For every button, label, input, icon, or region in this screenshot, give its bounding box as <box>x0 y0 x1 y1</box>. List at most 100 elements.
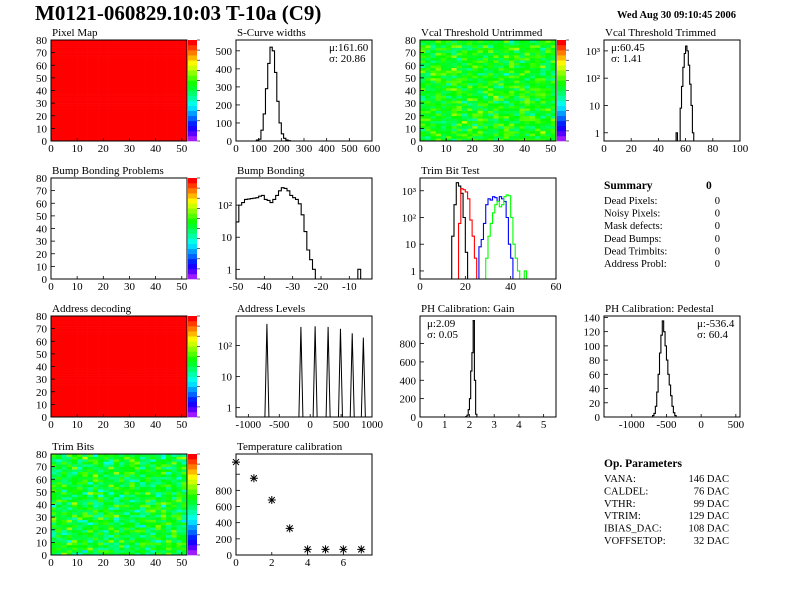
heatmap-cell <box>181 90 188 94</box>
heatmap-cell <box>108 491 115 495</box>
heatmap-cell <box>92 98 99 101</box>
heatmap-cell <box>103 537 109 541</box>
heatmap-cell <box>113 409 120 413</box>
heatmap-cell <box>467 110 473 114</box>
heatmap-cell <box>56 356 62 360</box>
heatmap-cell <box>66 358 73 362</box>
heatmap-cell <box>514 67 520 71</box>
heatmap-cell <box>176 62 183 66</box>
y-tick-label: 10² <box>218 341 233 353</box>
heatmap-cell <box>87 60 94 64</box>
heatmap-cell <box>71 42 78 46</box>
heatmap-cell <box>181 326 188 329</box>
heatmap-cell <box>467 62 473 66</box>
heatmap-cell <box>113 331 120 334</box>
heatmap-cell <box>139 70 146 74</box>
heatmap-cell <box>87 93 94 96</box>
heatmap-cell <box>134 486 141 490</box>
heatmap-cell <box>503 62 510 66</box>
heatmap-cell <box>119 133 125 137</box>
heatmap-cell <box>145 130 151 134</box>
heatmap-cell <box>145 356 151 360</box>
x-tick-label: 4 <box>516 419 522 431</box>
heatmap-cell <box>498 52 504 56</box>
x-tick-label: 20 <box>98 281 110 293</box>
heatmap-cell <box>540 115 546 119</box>
heatmap-cell <box>51 491 57 495</box>
color-bar-segment <box>188 188 197 194</box>
heatmap-cell <box>171 105 177 109</box>
heatmap-cell <box>134 499 141 503</box>
heatmap-cell <box>98 394 104 398</box>
heatmap-cell <box>181 120 188 124</box>
heatmap-cell <box>166 371 172 375</box>
heatmap-cell <box>145 464 151 467</box>
heatmap-cell <box>51 411 57 415</box>
heatmap-cell <box>446 55 452 58</box>
heatmap-cell <box>160 384 167 387</box>
heatmap-cell <box>134 542 141 546</box>
heatmap-cell <box>477 128 484 132</box>
heatmap-cell <box>160 479 167 483</box>
heatmap-cell <box>430 125 436 129</box>
color-bar-segment <box>557 105 566 111</box>
heatmap-cell <box>87 356 94 360</box>
heatmap-cell <box>129 98 135 101</box>
heatmap-cell <box>160 316 167 319</box>
heatmap-cell <box>71 348 78 352</box>
heatmap-cell <box>181 336 188 340</box>
heatmap-cell <box>56 522 62 525</box>
heatmap-cell <box>56 331 62 334</box>
heatmap-cell <box>98 371 104 375</box>
heatmap-cell <box>129 464 135 467</box>
heatmap-cell <box>134 103 141 106</box>
heatmap-cell <box>145 47 151 51</box>
heatmap-cell <box>524 138 531 142</box>
heatmap-cell <box>61 323 67 327</box>
heatmap-cell <box>71 135 78 139</box>
heatmap-cell <box>550 82 557 86</box>
heatmap-cell <box>51 507 57 510</box>
heatmap-cell <box>77 62 83 66</box>
heatmap-cell <box>171 537 177 541</box>
heatmap-cell <box>181 507 188 510</box>
heatmap-cell <box>71 316 78 319</box>
heatmap-cell <box>160 338 167 342</box>
heatmap-cell <box>176 371 183 375</box>
heatmap-cell <box>56 384 62 387</box>
heatmap-cell <box>124 47 130 51</box>
heatmap-cell <box>92 331 99 334</box>
heatmap-cell <box>119 406 125 410</box>
heatmap-cell <box>108 504 115 508</box>
heatmap-cell <box>82 113 88 117</box>
heatmap-cell <box>420 42 426 46</box>
heatmap-cell <box>129 80 135 84</box>
heatmap-cell <box>92 381 99 385</box>
heatmap-cell <box>545 100 552 104</box>
heatmap-cell <box>56 358 62 362</box>
heatmap-cell <box>82 52 88 56</box>
heatmap-cell <box>181 401 188 405</box>
heatmap-cell <box>56 40 62 43</box>
heatmap-cell <box>171 120 177 124</box>
color-bar-segment <box>557 95 566 101</box>
heatmap-cell <box>71 40 78 43</box>
heatmap-cell <box>77 130 83 134</box>
heatmap-cell <box>124 135 130 139</box>
heatmap-cell <box>134 125 141 129</box>
heatmap-cell <box>456 82 463 86</box>
heatmap-cell <box>493 50 499 53</box>
heatmap-cell <box>134 476 141 480</box>
heatmap-cell <box>550 105 557 109</box>
heatmap-cell <box>56 361 62 365</box>
heatmap-cell <box>430 65 436 69</box>
heatmap-cell <box>103 343 109 347</box>
heatmap-cell <box>129 128 135 132</box>
heatmap-cell <box>119 471 125 475</box>
heatmap-cell <box>171 128 177 132</box>
heatmap-cell <box>176 409 183 413</box>
heatmap-cell <box>155 67 162 71</box>
heatmap-cell <box>160 459 167 462</box>
heatmap-cell <box>87 70 94 74</box>
